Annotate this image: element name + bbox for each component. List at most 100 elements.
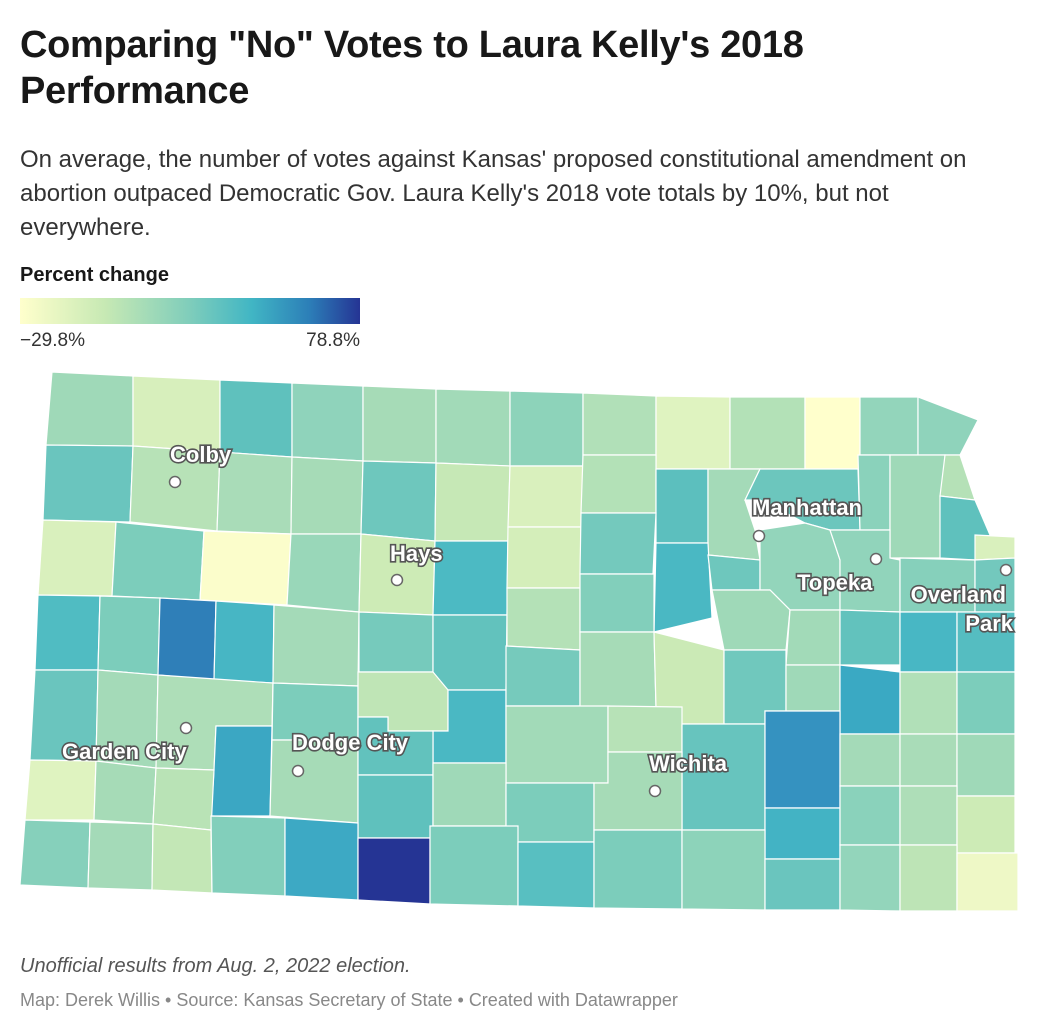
byline: Map: Derek Willis • Source: Kansas Secre… (20, 990, 678, 1011)
byline-source: Source: Kansas Secretary of State (176, 990, 453, 1010)
legend-title: Percent change (20, 264, 169, 286)
county (956, 852, 1019, 912)
county (804, 396, 861, 470)
county (357, 774, 434, 839)
county (899, 611, 958, 673)
county (582, 392, 657, 456)
county (111, 521, 205, 601)
county (210, 725, 273, 817)
county (24, 759, 97, 821)
county (899, 671, 958, 735)
city-label-garden-city: Garden City (62, 739, 187, 764)
map-svg: Colby Hays Manhattan Topeka Overland Par… (19, 371, 1019, 912)
county (785, 664, 841, 712)
county (974, 534, 1016, 561)
county (681, 829, 766, 911)
county (785, 609, 841, 666)
legend-gradient-bar (20, 298, 360, 324)
county (579, 573, 655, 633)
county (210, 815, 286, 897)
city-dot-garden-city (179, 721, 193, 735)
county (729, 396, 806, 470)
county (37, 519, 117, 597)
county (507, 465, 584, 528)
county (152, 767, 215, 831)
county (839, 844, 901, 912)
byline-separator-2: • (452, 990, 469, 1010)
county (839, 664, 901, 735)
county (655, 468, 709, 544)
county (857, 454, 891, 531)
legend-min-label: −29.8% (20, 330, 85, 351)
county (681, 723, 766, 831)
county (272, 604, 360, 687)
city-label-hays: Hays (390, 541, 443, 566)
county (580, 454, 657, 514)
byline-created: Created with Datawrapper (468, 990, 678, 1010)
county (132, 375, 221, 453)
legend-max-label: 78.8% (306, 330, 360, 351)
city-dot-topeka (869, 552, 883, 566)
county (764, 807, 841, 860)
county (579, 631, 657, 708)
city-dot-dodge-city (291, 764, 305, 778)
county (653, 542, 713, 633)
county (509, 390, 584, 467)
county (362, 385, 437, 464)
county (157, 597, 217, 681)
county (899, 785, 958, 846)
city-label-manhattan: Manhattan (752, 495, 862, 520)
county (291, 382, 364, 462)
county (593, 829, 683, 910)
county (839, 609, 901, 666)
county (506, 526, 582, 589)
city-dot-overland-park (999, 563, 1013, 577)
county (435, 388, 511, 467)
footnote: Unofficial results from Aug. 2, 2022 ele… (20, 955, 411, 977)
county (42, 444, 134, 523)
county (607, 705, 683, 753)
city-label-dodge-city: Dodge City (292, 730, 409, 755)
county (917, 396, 979, 456)
county (284, 817, 359, 901)
county (290, 456, 364, 535)
county (707, 554, 761, 591)
county (505, 705, 609, 784)
city-label-wichita: Wichita (649, 751, 728, 776)
kansas-county-map: Colby Hays Manhattan Topeka Overland Par… (0, 360, 1040, 920)
county (505, 645, 581, 707)
county (45, 371, 134, 447)
county (432, 540, 509, 616)
city-label-colby: Colby (170, 442, 232, 467)
city-markers (168, 475, 1013, 798)
county (360, 460, 437, 542)
county (358, 611, 434, 673)
county (199, 530, 292, 606)
county (34, 594, 101, 671)
counties (19, 371, 1019, 912)
county (432, 614, 508, 691)
county (434, 462, 511, 542)
county (956, 733, 1016, 797)
county (839, 733, 901, 787)
county (899, 733, 958, 787)
county (93, 760, 157, 825)
county (579, 512, 657, 575)
county (764, 710, 841, 809)
county (764, 858, 841, 911)
county (151, 823, 213, 894)
county (956, 795, 1016, 854)
city-label-overland-park: Overland (911, 582, 1006, 607)
city-dot-colby (168, 475, 182, 489)
county (505, 782, 595, 843)
chart-title: Comparing "No" Votes to Laura Kelly's 20… (20, 24, 804, 112)
city-label-topeka: Topeka (797, 570, 873, 595)
county (506, 587, 581, 651)
county (711, 589, 791, 651)
county (889, 454, 946, 559)
county (655, 395, 731, 470)
county (19, 819, 91, 889)
county (432, 762, 507, 827)
county (87, 821, 154, 891)
county (357, 837, 431, 905)
